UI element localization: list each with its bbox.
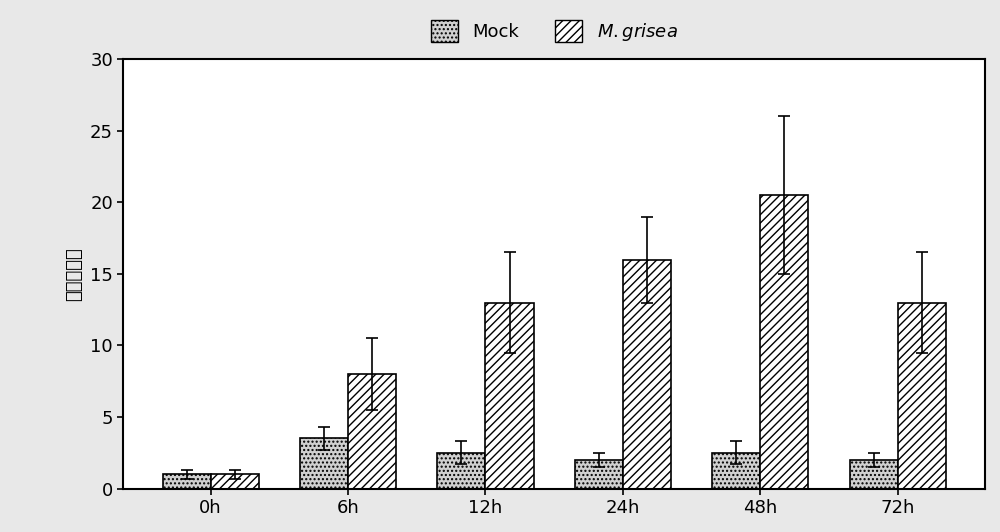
Bar <box>485 303 534 488</box>
Bar <box>623 260 671 488</box>
Bar <box>898 303 946 488</box>
Y-axis label: 相对表达量: 相对表达量 <box>65 247 83 301</box>
Bar <box>575 460 623 488</box>
Bar <box>437 453 485 488</box>
Bar <box>348 374 396 488</box>
Bar <box>300 438 348 488</box>
Legend: Mock, $\it{M.grisea}$: Mock, $\it{M.grisea}$ <box>424 12 685 50</box>
Bar <box>211 474 259 488</box>
Bar <box>850 460 898 488</box>
Bar <box>760 195 808 488</box>
Bar <box>163 474 211 488</box>
Bar <box>712 453 760 488</box>
